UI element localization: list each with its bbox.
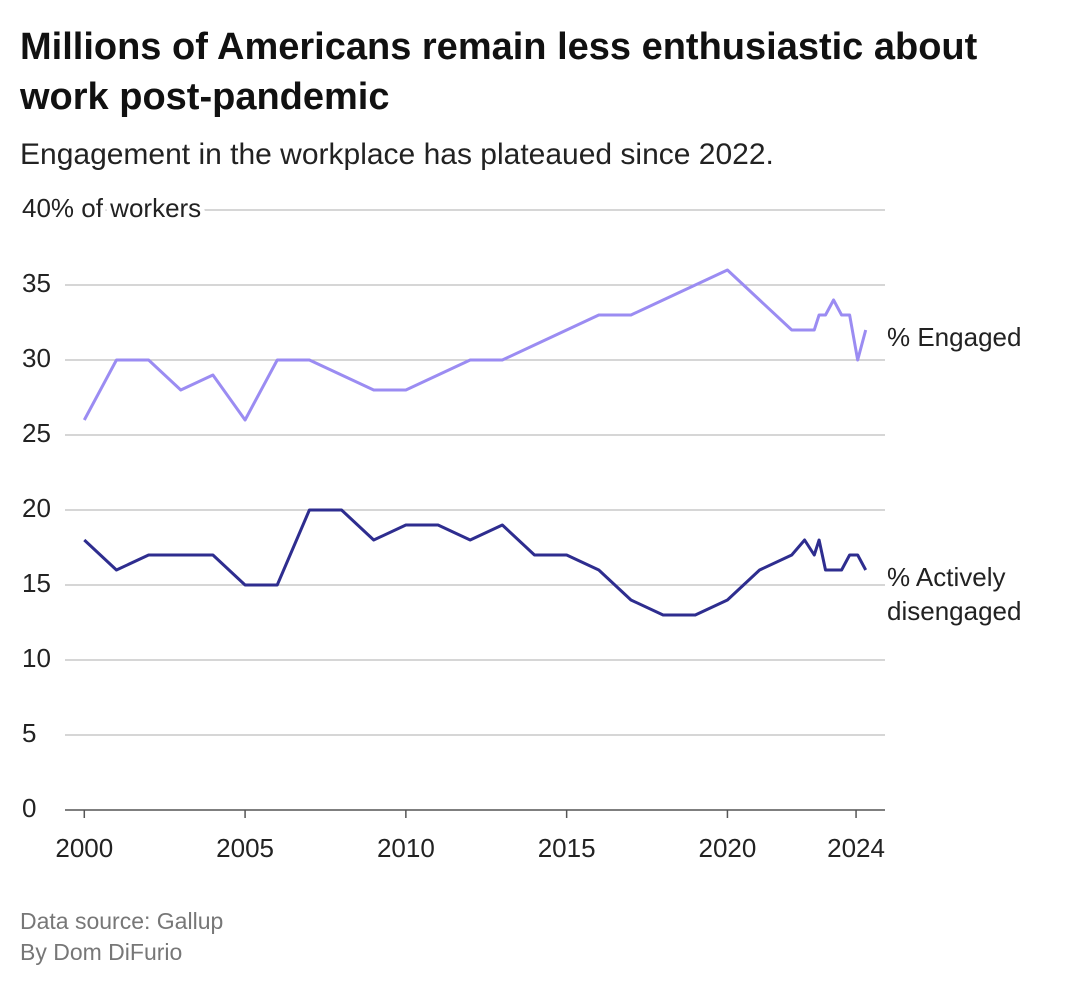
x-tick-label: 2024 xyxy=(827,833,885,863)
x-tick-label: 2015 xyxy=(538,833,596,863)
y-tick-label: 40% of workers xyxy=(22,193,201,223)
x-tick-label: 2010 xyxy=(377,833,435,863)
y-tick-label: 0 xyxy=(22,793,36,823)
y-tick-label: 35 xyxy=(22,268,51,298)
series-line xyxy=(83,508,868,617)
byline: By Dom DiFurio xyxy=(20,939,183,965)
x-tick-label: 2005 xyxy=(216,833,274,863)
y-tick-label: 15 xyxy=(22,568,51,598)
source-note: Data source: Gallup xyxy=(20,908,224,934)
y-tick-label: 5 xyxy=(22,718,36,748)
series-line xyxy=(82,268,868,422)
series-label: % Engaged xyxy=(887,322,1022,352)
y-tick-label: 25 xyxy=(22,418,51,448)
chart-subtitle: Engagement in the workplace has plateaue… xyxy=(20,138,774,171)
x-tick-label: 2020 xyxy=(699,833,757,863)
y-tick-label: 20 xyxy=(22,493,51,523)
y-tick-label: 30 xyxy=(22,343,51,373)
series-label: % Actively disengaged xyxy=(887,562,1022,626)
chart-title: Millions of Americans remain less enthus… xyxy=(20,26,978,118)
y-tick-label: 10 xyxy=(22,643,51,673)
x-tick-label: 2000 xyxy=(55,833,113,863)
